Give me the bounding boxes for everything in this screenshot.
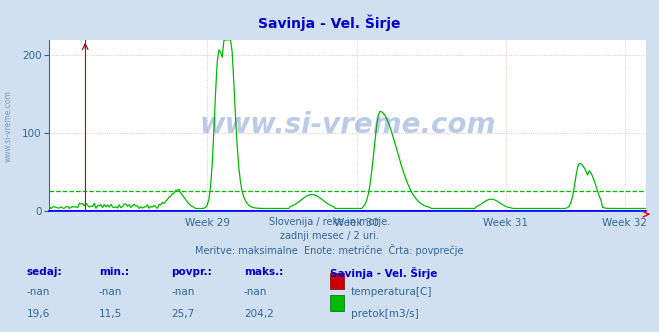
Text: Savinja - Vel. Širje: Savinja - Vel. Širje: [258, 15, 401, 32]
Text: sedaj:: sedaj:: [26, 267, 62, 277]
Text: 204,2: 204,2: [244, 309, 273, 319]
Text: www.si-vreme.com: www.si-vreme.com: [3, 90, 13, 162]
Text: Savinja - Vel. Širje: Savinja - Vel. Širje: [330, 267, 437, 279]
Text: -nan: -nan: [99, 287, 122, 297]
Text: min.:: min.:: [99, 267, 129, 277]
Text: 25,7: 25,7: [171, 309, 194, 319]
Text: 19,6: 19,6: [26, 309, 49, 319]
Text: temperatura[C]: temperatura[C]: [351, 287, 432, 297]
Text: povpr.:: povpr.:: [171, 267, 212, 277]
Text: 11,5: 11,5: [99, 309, 122, 319]
Text: www.si-vreme.com: www.si-vreme.com: [200, 111, 496, 139]
Text: maks.:: maks.:: [244, 267, 283, 277]
Text: zadnji mesec / 2 uri.: zadnji mesec / 2 uri.: [280, 231, 379, 241]
Text: -nan: -nan: [171, 287, 194, 297]
Text: pretok[m3/s]: pretok[m3/s]: [351, 309, 418, 319]
Text: Slovenija / reke in morje.: Slovenija / reke in morje.: [269, 217, 390, 227]
Text: -nan: -nan: [244, 287, 267, 297]
Text: -nan: -nan: [26, 287, 49, 297]
Text: Meritve: maksimalne  Enote: metrične  Črta: povprečje: Meritve: maksimalne Enote: metrične Črta…: [195, 244, 464, 256]
